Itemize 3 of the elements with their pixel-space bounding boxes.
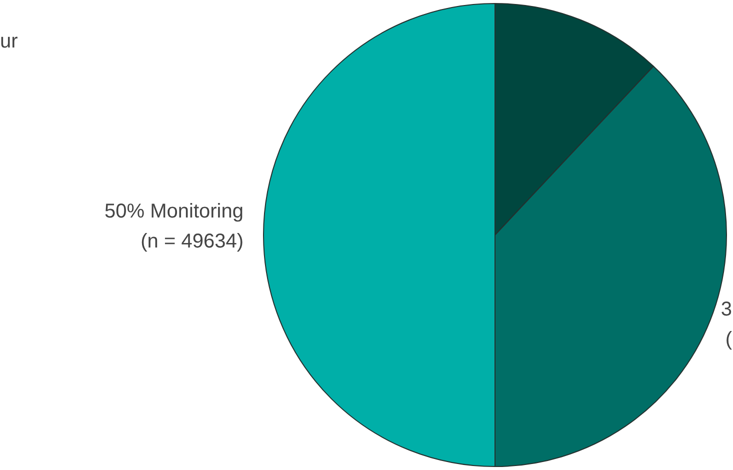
text: 3 ( — [720, 298, 732, 351]
text: ur — [0, 30, 18, 53]
data-label: 50% Monitoring (n = 49634) — [104, 200, 244, 253]
